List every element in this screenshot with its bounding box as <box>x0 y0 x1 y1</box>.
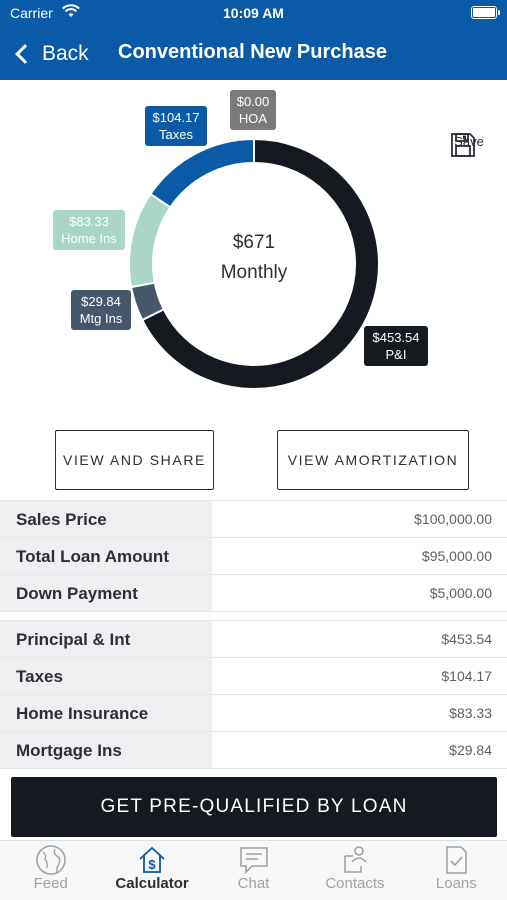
slice-value-pi: $453.54 <box>372 330 420 345</box>
table-row: Taxes $104.17 <box>0 658 507 695</box>
page-title: Conventional New Purchase <box>118 41 387 63</box>
slice-value-home-ins: $83.33 <box>69 214 109 229</box>
chevron-left-icon <box>15 44 35 64</box>
slice-name-hoa: HOA <box>238 111 268 126</box>
table-row: Down Payment $5,000.00 <box>0 575 507 612</box>
payment-donut-chart: $104.17 Taxes $0.00 HOA $83.33 Home Ins … <box>0 80 507 420</box>
row-value: $100,000.00 <box>414 511 492 527</box>
get-pre-qualified-button[interactable]: GET PRE-QUALIFIED BY LOAN <box>11 777 497 837</box>
tab-contacts[interactable]: Contacts <box>304 841 405 900</box>
slice-name-taxes: Taxes <box>159 127 193 142</box>
slice-label-pi: $453.54 P&I <box>364 326 428 366</box>
tab-label: Feed <box>33 875 68 892</box>
back-label: Back <box>42 42 89 65</box>
row-value: $29.84 <box>449 742 492 758</box>
floppy-disk-icon <box>451 133 475 157</box>
tab-feed[interactable]: Feed <box>0 841 101 900</box>
slice-name-mtg-ins: Mtg Ins <box>79 311 123 326</box>
tab-loans[interactable]: Loans <box>406 841 507 900</box>
monthly-label: Monthly <box>220 262 288 283</box>
carrier-label: Carrier <box>10 5 53 21</box>
slice-value-hoa: $0.00 <box>236 94 270 109</box>
table-row: Total Loan Amount $95,000.00 <box>0 538 507 575</box>
loan-summary-table: Sales Price $100,000.00 Total Loan Amoun… <box>0 500 507 612</box>
slice-value-mtg-ins: $29.84 <box>81 294 121 309</box>
row-value: $95,000.00 <box>421 548 492 564</box>
tab-label: Contacts <box>325 875 385 892</box>
tab-label: Loans <box>435 875 477 892</box>
table-row: Sales Price $100,000.00 <box>0 501 507 538</box>
payment-breakdown-table: Principal & Int $453.54 Taxes $104.17 Ho… <box>0 620 507 769</box>
contacts-icon <box>304 841 405 875</box>
slice-label-taxes: $104.17 Taxes <box>145 106 207 146</box>
monthly-total: $671 <box>232 232 276 253</box>
chat-icon <box>203 841 304 875</box>
table-row: Mortgage Ins $29.84 <box>0 732 507 769</box>
house-dollar-icon: $ <box>101 841 202 875</box>
view-amortization-button[interactable]: VIEW AMORTIZATION <box>277 430 469 490</box>
table-row: Home Insurance $83.33 <box>0 695 507 732</box>
wifi-icon <box>62 4 80 21</box>
donut-slice-home-ins <box>128 192 172 289</box>
tab-bar: Feed $ Calculator Chat Contacts Loans <box>0 840 507 900</box>
view-and-share-button[interactable]: VIEW AND SHARE <box>55 430 214 490</box>
table-row: Principal & Int $453.54 <box>0 621 507 658</box>
row-label: Mortgage Ins <box>0 732 212 768</box>
slice-label-hoa: $0.00 HOA <box>230 90 276 130</box>
row-label: Total Loan Amount <box>0 538 212 574</box>
row-label: Sales Price <box>0 501 212 537</box>
nav-bar: Back Conventional New Purchase <box>0 28 507 80</box>
slice-label-home-ins: $83.33 Home Ins <box>53 210 125 250</box>
row-label: Principal & Int <box>0 621 212 657</box>
slice-name-home-ins: Home Ins <box>61 231 117 246</box>
donut-slice-p-i <box>140 137 380 390</box>
svg-text:$: $ <box>148 857 156 872</box>
row-label: Down Payment <box>0 575 212 611</box>
row-value: $453.54 <box>441 631 492 647</box>
slice-name-pi: P&I <box>385 347 407 362</box>
donut-slice-taxes <box>149 137 255 209</box>
donut-svg <box>128 137 380 390</box>
tab-label: Chat <box>237 875 270 892</box>
status-time: 10:09 AM <box>223 5 284 21</box>
row-label: Home Insurance <box>0 695 212 731</box>
back-button[interactable]: Back <box>12 38 89 70</box>
document-check-icon <box>406 841 507 875</box>
row-value: $104.17 <box>441 668 492 684</box>
row-value: $83.33 <box>449 705 492 721</box>
slice-value-taxes: $104.17 <box>152 110 200 125</box>
save-button[interactable]: Save <box>450 132 488 157</box>
globe-icon <box>0 841 101 875</box>
battery-icon <box>471 6 500 19</box>
tab-label: Calculator <box>115 875 189 892</box>
row-label: Taxes <box>0 658 212 694</box>
slice-label-mtg-ins: $29.84 Mtg Ins <box>71 290 131 330</box>
row-value: $5,000.00 <box>429 585 492 601</box>
tab-calculator[interactable]: $ Calculator <box>101 841 202 900</box>
status-bar: Carrier 10:09 AM <box>0 0 507 28</box>
tab-chat[interactable]: Chat <box>203 841 304 900</box>
